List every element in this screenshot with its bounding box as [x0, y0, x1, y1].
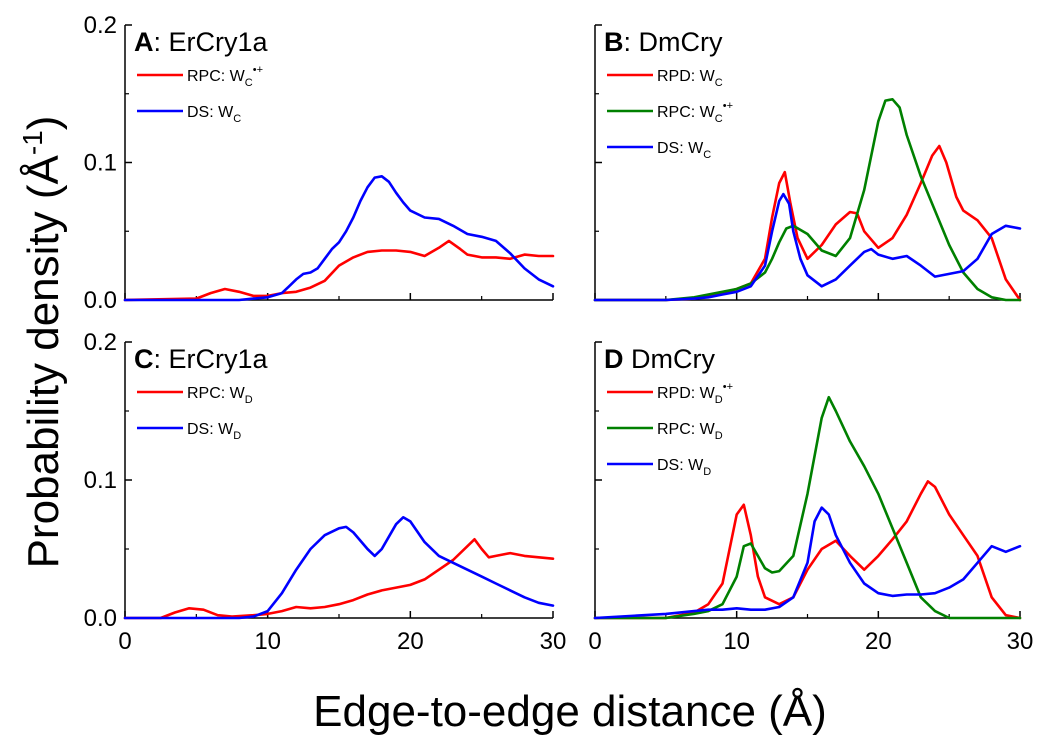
panel-c-legend-label: DS: WD [187, 421, 241, 442]
panel-a-y-tick-label: 0.2 [84, 12, 117, 39]
panel-d-x-tick-label: 0 [588, 628, 601, 655]
panel-c-y-tick-label: 0.0 [84, 605, 117, 632]
panel-b-legend-label: DS: WC [657, 140, 711, 161]
panel-a-series-1-line [123, 239, 555, 302]
panel-c-title: C: ErCry1a [134, 344, 269, 374]
panel-d-legend-label: RPC: WD [657, 421, 723, 442]
panel-c-y-tick-label: 0.2 [84, 329, 117, 356]
panel-a-series-2-line [123, 175, 555, 302]
panel-b-legend-label: RPC: WC•+ [657, 100, 733, 125]
panel-d-legend-label: DS: WD [657, 457, 711, 478]
panel-c-x-tick-label: 30 [540, 628, 567, 655]
y-axis-title: Probability density (Å-1) [17, 116, 68, 569]
panel-d-x-tick-label: 20 [865, 628, 892, 655]
panel-d-title: D DmCry [604, 344, 715, 374]
panel-d-x-tick-label: 30 [1007, 628, 1034, 655]
panel-d-x-tick-label: 10 [723, 628, 750, 655]
panel-a-y-tick-label: 0.0 [84, 287, 117, 314]
panel-c-y-tick-label: 0.1 [84, 467, 117, 494]
panel-c-series-2-line [123, 515, 555, 620]
panel-d-series-1-line [593, 480, 1022, 620]
panel-a-legend-label: RPC: WC•+ [187, 64, 263, 89]
panel-b-series-3-line [593, 192, 1022, 302]
panel-c-x-tick-label: 10 [254, 628, 281, 655]
panel-d: 0 10 20 30 D DmCry RPD: WD•+ RPC: WD DS: WD [588, 341, 1034, 655]
panel-a-legend-label: DS: WC [187, 104, 241, 125]
panel-c-x-tick-label: 20 [397, 628, 424, 655]
panel-b-legend-label: RPD: WC [657, 68, 723, 89]
panel-c-series-1-line [123, 537, 555, 620]
panel-d-series-2-line [593, 395, 1022, 620]
x-axis-title: Edge-to-edge distance (Å) [313, 687, 827, 736]
panel-c: 0 10 20 30 0.0 0.1 0.2 C: ErCry1a RPC: WD DS: WD [84, 329, 567, 655]
panel-d-series-3-line [593, 506, 1022, 620]
panel-c-x-tick-label: 0 [118, 628, 131, 655]
panel-b-series-2-line [593, 98, 1022, 302]
panel-a-y-tick-label: 0.1 [84, 150, 117, 177]
panel-d-legend-label: RPD: WD•+ [657, 381, 733, 406]
panel-a: 0.0 0.1 0.2 A: ErCry1a RPC: WC•+ DS: WC [84, 12, 555, 314]
panel-b-title: B: DmCry [604, 27, 723, 57]
panel-c-legend-label: RPC: WD [187, 385, 253, 406]
panel-a-title: A: ErCry1a [134, 27, 269, 57]
panel-b: B: DmCry RPD: WC RPC: WC•+ DS: WC [593, 24, 1022, 302]
